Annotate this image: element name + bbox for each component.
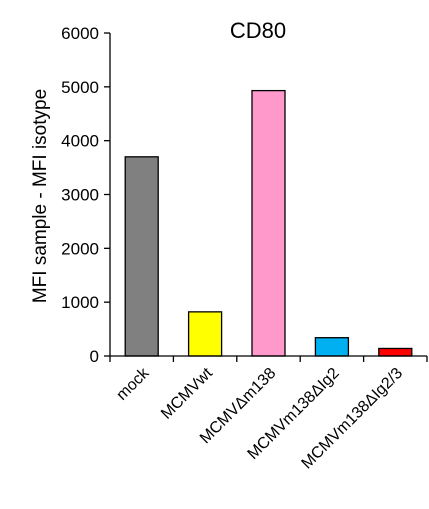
- y-tick-label: 2000: [61, 239, 99, 258]
- y-tick-label: 0: [90, 347, 99, 366]
- bar-4: [314, 337, 350, 357]
- y-ticks-group: 0 1000 2000 3000 4000 5000 6000: [61, 24, 110, 366]
- bar-3: [251, 89, 286, 357]
- y-tick-label: 4000: [61, 132, 99, 151]
- chart-title: CD80: [230, 18, 286, 43]
- y-tick-label: 6000: [61, 24, 99, 43]
- bar-5: [378, 347, 413, 357]
- y-tick-label: 1000: [61, 293, 99, 312]
- x-tick-label: mock: [113, 364, 153, 404]
- x-tick-label: MCMVwt: [158, 364, 216, 422]
- y-axis-label: MFI sample - MFI isotype: [30, 89, 51, 303]
- bar-2: [187, 311, 223, 357]
- x-ticks-group: mock MCMVwtMCMVΔm138MCMVm138ΔIg2MCMVm138Δ…: [109, 356, 428, 472]
- bar-1: [124, 156, 159, 357]
- bars-group: [124, 89, 413, 357]
- y-tick-label: 3000: [61, 186, 99, 205]
- y-tick-label: 5000: [61, 78, 99, 97]
